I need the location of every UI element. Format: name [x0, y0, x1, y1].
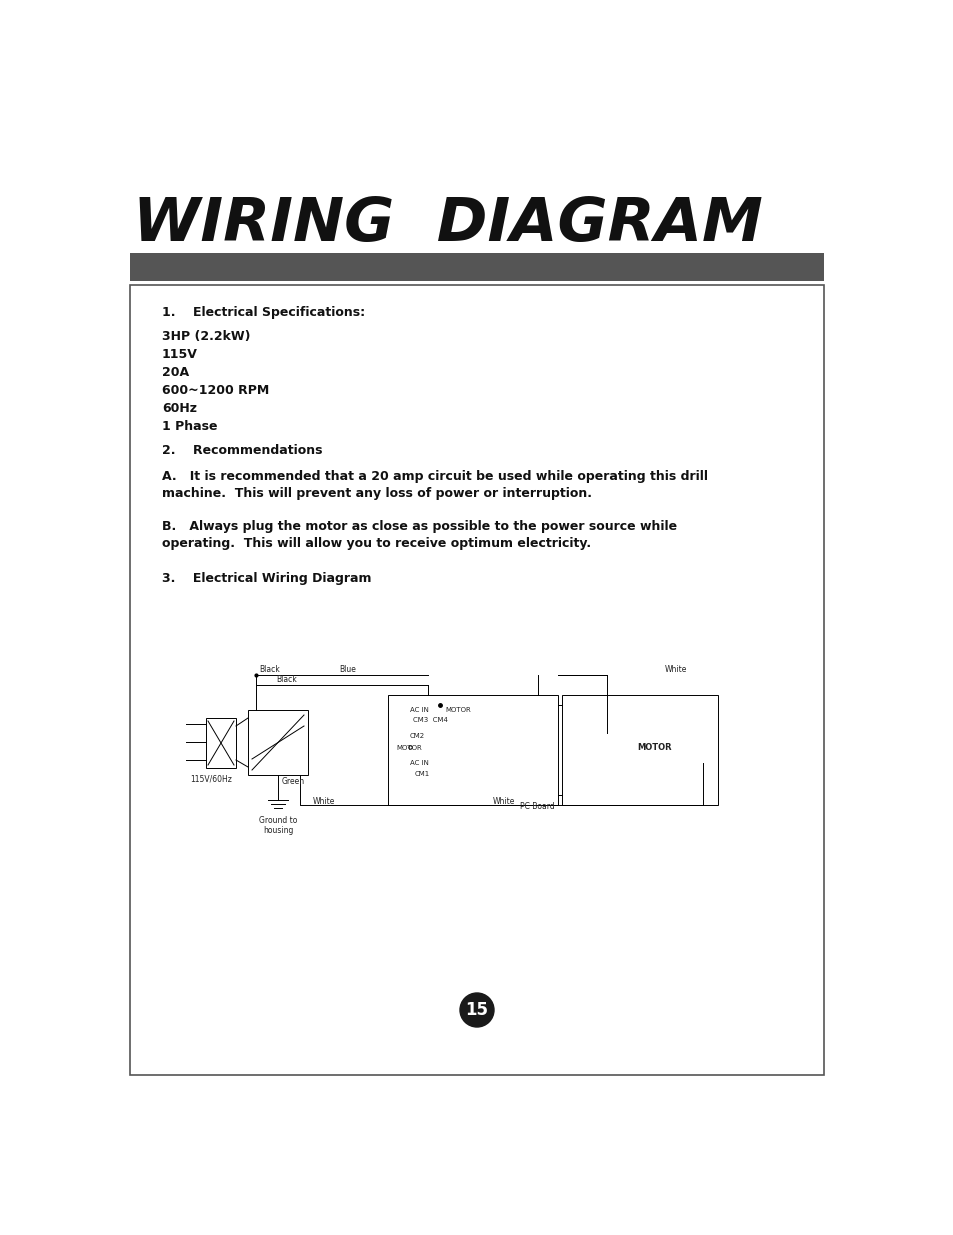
Text: CM3  CM4: CM3 CM4 [413, 718, 447, 722]
Text: WIRING  DIAGRAM: WIRING DIAGRAM [132, 195, 762, 254]
Text: AC IN: AC IN [410, 760, 429, 766]
Text: Green: Green [282, 777, 305, 785]
Bar [206, 718, 235, 768]
Text: White: White [493, 797, 515, 806]
Text: AC IN: AC IN [410, 706, 429, 713]
Text: Black: Black [258, 664, 279, 674]
Text: White: White [664, 664, 687, 674]
Text: White: White [313, 797, 335, 806]
Text: A.   It is recommended that a 20 amp circuit be used while operating this drill
: A. It is recommended that a 20 amp circu… [162, 471, 707, 500]
Text: 115V: 115V [162, 348, 197, 361]
Text: 3HP (2.2kW): 3HP (2.2kW) [162, 330, 251, 343]
Text: Black: Black [275, 676, 296, 684]
Text: 2.    Recommendations: 2. Recommendations [162, 445, 322, 457]
Text: Blue: Blue [339, 664, 356, 674]
Text: Ground to
housing: Ground to housing [258, 816, 297, 835]
Text: PC Board: PC Board [519, 802, 555, 811]
Text: 3.    Electrical Wiring Diagram: 3. Electrical Wiring Diagram [162, 572, 371, 585]
Text: 60Hz: 60Hz [162, 403, 196, 415]
Ellipse shape [606, 698, 702, 798]
Circle shape [459, 993, 494, 1028]
Text: 600~1200 RPM: 600~1200 RPM [162, 384, 269, 396]
Text: B.   Always plug the motor as close as possible to the power source while
operat: B. Always plug the motor as close as pos… [162, 520, 677, 550]
Text: MOTOR: MOTOR [444, 706, 470, 713]
Text: CM2: CM2 [410, 734, 425, 739]
Text: MOTOR: MOTOR [395, 745, 421, 751]
Text: 1.    Electrical Specifications:: 1. Electrical Specifications: [162, 306, 365, 319]
Bar [561, 695, 718, 805]
Text: 115V/60Hz: 115V/60Hz [190, 776, 232, 784]
Text: 20A: 20A [162, 366, 189, 379]
Bar [130, 253, 823, 282]
Text: 15: 15 [465, 1002, 488, 1019]
Bar [130, 285, 823, 1074]
Bar [248, 710, 308, 776]
Text: MOTOR: MOTOR [637, 743, 672, 752]
Text: 1 Phase: 1 Phase [162, 420, 217, 433]
Bar [388, 695, 558, 805]
Text: CM1: CM1 [415, 771, 430, 777]
